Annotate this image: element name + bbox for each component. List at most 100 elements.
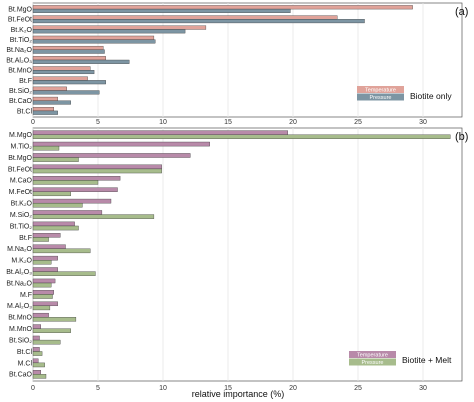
y-tick-label: Bt.SiO₂ (9, 337, 32, 344)
bar-temperature-m-feot (32, 187, 118, 192)
y-tick-label: M.Na₂O (7, 246, 32, 253)
y-tick-label: M.MnO (9, 326, 33, 333)
panel-label: (a) (455, 6, 468, 18)
legend-label-temperature: Temperature (357, 352, 388, 358)
x-tick-label: 0 (31, 385, 35, 392)
bar-temperature-m-mno (32, 324, 41, 329)
bar-temperature-bt-cl (32, 347, 40, 352)
legend-label-temperature: Temperature (365, 87, 396, 93)
bar-temperature-bt-cao (32, 370, 41, 375)
y-tick-label: Bt.MnO (8, 315, 32, 322)
bar-pressure-m-cao (32, 180, 99, 185)
x-tick-label: 25 (354, 119, 362, 126)
bar-pressure-bt-feot (32, 19, 365, 24)
y-tick-label: M.Al₂O₃ (7, 303, 32, 310)
bar-temperature-bt-na2o (32, 278, 56, 284)
bar-temperature-bt-mgo (32, 153, 191, 158)
bar-temperature-bt-mno (32, 66, 91, 71)
panel-b: 0 5 10 15 20 25 30 M.MgO M.TiO₂ Bt.MgO Bt.FeOt M.Ca… (6, 127, 468, 392)
bar-temperature-bt-al2o3 (32, 267, 58, 272)
bar-temperature-m-k2o (32, 255, 58, 261)
y-tick-label: M.TiO₂ (10, 144, 32, 151)
bar-temperature-bt-mno (32, 312, 49, 318)
bar-pressure-bt-tio2 (32, 225, 79, 231)
x-tick-label: 25 (354, 385, 362, 392)
bar-pressure-bt-cao (32, 100, 71, 105)
bar-temperature-bt-tio2 (32, 35, 155, 40)
y-tick-label: Bt.TiO₂ (10, 37, 33, 44)
bar-pressure-bt-k2o (32, 202, 83, 208)
bar-temperature-bt-cl (32, 107, 54, 112)
bar-pressure-bt-sio2 (32, 339, 61, 345)
y-tick-label: Bt.MgO (8, 155, 32, 162)
panel-a: 0 5 10 15 20 25 30 Bt.MgO Bt.FeOt Bt.K₂O Bt.TiO₂ Bt… (6, 2, 468, 126)
y-tick-label: Bt.MnO (8, 68, 32, 75)
bar-pressure-bt-feot (32, 168, 162, 174)
y-tick-label: M.CaO (10, 178, 33, 185)
bar-temperature-bt-feot (32, 15, 338, 20)
x-tick-label: 10 (159, 119, 167, 126)
y-tick-label: Bt.K₂O (11, 201, 33, 208)
bar-pressure-m-tio2 (32, 145, 60, 151)
y-tick-label: Bt.CaO (9, 98, 33, 105)
bar-temperature-bt-k2o (32, 198, 112, 204)
x-tick-label: 30 (419, 385, 427, 392)
legend-swatch-temperature (349, 351, 396, 358)
bar-pressure-m-k2o (32, 260, 52, 265)
bar-temperature-bt-na2o (32, 45, 104, 50)
legend-label-pressure: Pressure (369, 95, 391, 101)
bar-pressure-bt-cl (32, 110, 58, 115)
x-tick-label: 15 (224, 385, 232, 392)
bar-pressure-bt-al2o3 (32, 59, 130, 64)
y-tick-label: Bt.K₂O (11, 27, 33, 34)
y-tick-label: Bt.SiO₂ (9, 88, 32, 95)
bar-temperature-m-f (32, 290, 54, 295)
legend-swatch-pressure (357, 93, 404, 101)
bar-temperature-bt-cao (32, 96, 58, 101)
bar-temperature-bt-f (32, 233, 61, 238)
bar-pressure-bt-mgo (32, 8, 291, 13)
y-tick-label: Bt.Cl (17, 349, 33, 356)
bar-pressure-bt-mgo (32, 157, 79, 162)
bar-pressure-bt-tio2 (32, 39, 156, 44)
bar-pressure-bt-mno (32, 70, 95, 75)
x-tick-label: 5 (96, 385, 100, 392)
y-tick-label: M.SiO₂ (10, 212, 32, 219)
bar-temperature-m-sio2 (32, 210, 103, 215)
legend-caption: Biotite + Melt (402, 355, 452, 365)
y-tick-label: Bt.FeOt (8, 166, 32, 173)
bar-temperature-bt-mgo (32, 5, 413, 10)
bar-temperature-m-cl (32, 358, 39, 364)
legend-caption: Biotite only (410, 91, 452, 101)
bar-pressure-m-na2o (32, 248, 91, 254)
bar-pressure-m-al2o3 (32, 305, 51, 311)
bar-pressure-bt-f (32, 237, 49, 242)
bar-pressure-bt-na2o (32, 282, 52, 288)
bar-pressure-bt-sio2 (32, 90, 100, 95)
bar-pressure-m-sio2 (32, 214, 155, 219)
y-tick-label: M.FeOt (9, 189, 32, 196)
bar-temperature-bt-tio2 (32, 221, 75, 227)
x-tick-label: 30 (419, 119, 427, 126)
bar-temperature-bt-al2o3 (32, 56, 106, 61)
y-tick-label: Bt.F (19, 235, 32, 242)
bar-temperature-m-cao (32, 176, 121, 181)
y-tick-label: Bt.Al₂O₃ (6, 269, 32, 276)
y-tick-label: Bt.Al₂O₃ (6, 57, 32, 64)
bar-temperature-bt-f (32, 76, 88, 81)
bar-pressure-bt-k2o (32, 29, 186, 34)
y-tick-label: M.F (20, 292, 32, 299)
y-tick-label: Bt.Cl (17, 108, 33, 115)
x-tick-label: 20 (289, 119, 297, 126)
x-axis-title: relative importance (%) (192, 389, 285, 399)
legend-swatch-pressure (349, 358, 396, 366)
bar-pressure-m-mgo (32, 134, 451, 139)
bar-pressure-bt-mno (32, 317, 77, 322)
x-tick-label: 20 (289, 385, 297, 392)
bar-pressure-bt-na2o (32, 49, 105, 54)
bar-temperature-bt-sio2 (32, 86, 67, 91)
bar-pressure-bt-al2o3 (32, 271, 96, 276)
x-tick-label: 10 (159, 385, 167, 392)
bar-temperature-bt-sio2 (32, 335, 40, 341)
bar-temperature-bt-k2o (32, 25, 207, 30)
